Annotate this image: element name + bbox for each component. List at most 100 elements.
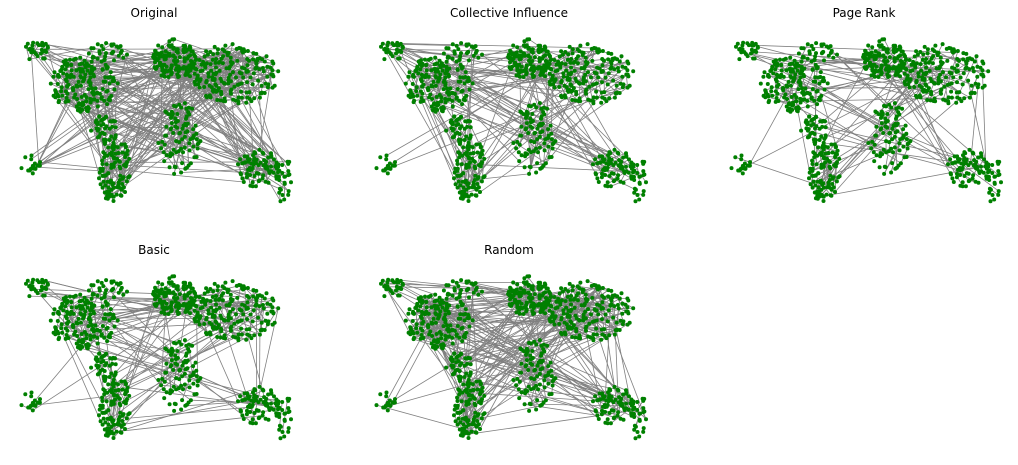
node xyxy=(117,178,122,182)
node xyxy=(622,169,627,174)
edge xyxy=(170,128,176,167)
node xyxy=(122,379,127,384)
node xyxy=(71,311,76,316)
node xyxy=(808,182,813,187)
node xyxy=(172,37,177,42)
node xyxy=(106,422,111,427)
node xyxy=(946,162,950,167)
node xyxy=(458,54,463,59)
edge xyxy=(195,289,244,298)
node xyxy=(163,286,168,291)
node xyxy=(874,64,879,69)
node xyxy=(959,99,964,104)
node xyxy=(69,68,74,73)
node xyxy=(887,131,892,136)
node xyxy=(465,182,470,187)
node xyxy=(955,49,960,53)
node xyxy=(818,151,822,156)
node xyxy=(113,135,118,140)
node xyxy=(198,77,203,82)
node xyxy=(881,131,886,135)
node xyxy=(614,83,619,88)
node xyxy=(903,123,908,128)
node xyxy=(962,96,967,101)
node xyxy=(108,70,113,75)
node xyxy=(999,180,1003,185)
node xyxy=(813,54,818,59)
node xyxy=(992,181,997,186)
node xyxy=(641,192,646,197)
node xyxy=(955,171,959,176)
node xyxy=(276,162,281,167)
node xyxy=(63,299,68,304)
node xyxy=(256,78,261,83)
node xyxy=(463,75,468,79)
node xyxy=(632,178,637,182)
edge xyxy=(199,324,247,330)
edge xyxy=(961,163,999,192)
node xyxy=(256,179,261,184)
node xyxy=(91,291,95,296)
node xyxy=(616,173,621,178)
node xyxy=(80,103,85,108)
node xyxy=(915,52,920,57)
node xyxy=(892,134,897,139)
edge xyxy=(260,66,268,94)
node xyxy=(770,93,775,98)
node xyxy=(107,318,112,323)
network-graph-collective-influence xyxy=(374,37,648,204)
node xyxy=(794,95,799,100)
node xyxy=(111,316,116,321)
node xyxy=(154,303,159,308)
node xyxy=(118,173,123,178)
node xyxy=(407,70,412,75)
edge xyxy=(32,166,103,172)
node xyxy=(19,166,24,171)
node xyxy=(382,47,387,52)
node xyxy=(908,77,913,82)
node xyxy=(286,161,291,166)
node xyxy=(600,95,605,100)
node xyxy=(819,134,824,139)
node xyxy=(184,123,189,128)
node xyxy=(82,58,87,63)
node xyxy=(945,58,950,63)
node xyxy=(635,163,640,167)
network-panel-basic: Basic xyxy=(14,242,294,452)
node xyxy=(910,68,915,73)
node xyxy=(990,171,995,175)
node xyxy=(821,140,826,145)
node xyxy=(938,55,943,60)
node xyxy=(811,79,816,84)
node xyxy=(251,71,256,76)
node xyxy=(862,56,867,61)
node xyxy=(573,76,578,81)
node xyxy=(779,62,784,67)
node xyxy=(876,75,881,79)
node xyxy=(459,162,464,167)
node xyxy=(169,121,174,126)
node xyxy=(101,284,106,289)
node xyxy=(448,86,453,91)
node xyxy=(761,74,766,79)
node xyxy=(112,324,117,329)
node xyxy=(36,43,41,48)
node xyxy=(869,146,874,151)
node xyxy=(90,86,94,91)
node xyxy=(154,66,159,71)
node xyxy=(794,99,799,104)
node xyxy=(450,121,454,126)
node xyxy=(821,162,826,167)
node xyxy=(97,288,102,293)
node xyxy=(103,54,108,59)
edge xyxy=(111,323,235,390)
node xyxy=(119,193,124,198)
node xyxy=(428,56,433,61)
node xyxy=(97,328,102,333)
edge xyxy=(160,307,167,386)
node xyxy=(102,392,107,397)
node xyxy=(807,176,811,181)
node xyxy=(79,95,84,99)
node xyxy=(997,172,1002,177)
edge xyxy=(76,98,107,199)
